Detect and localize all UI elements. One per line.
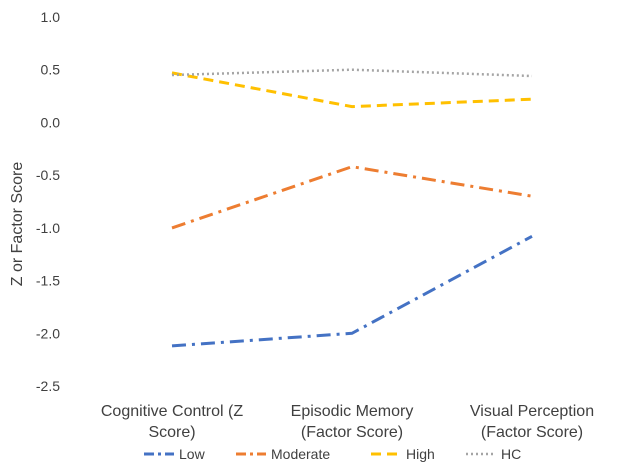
x-tick-label-line: Episodic Memory [291, 403, 414, 420]
x-tick-label-line: Cognitive Control (Z [101, 403, 244, 420]
legend-label-moderate: Moderate [271, 446, 330, 462]
x-tick-labels: Cognitive Control (Z Score) Episodic Memor… [101, 403, 594, 441]
data-point-high [530, 97, 534, 101]
x-tick-label: Episodic Memory (Factor Score) [291, 403, 414, 441]
data-point-hc [170, 73, 174, 77]
legend-label-high: High [406, 446, 435, 462]
legend: Low Moderate High HC [144, 446, 521, 462]
legend-label-hc: HC [501, 446, 521, 462]
y-tick-label: -1.5 [36, 273, 60, 289]
data-point-low [530, 234, 534, 238]
y-tick-label: 0.5 [41, 62, 61, 78]
x-tick-label-line: Visual Perception [470, 403, 594, 420]
y-axis-title: Z or Factor Score [9, 162, 26, 287]
series-line-high [171, 71, 533, 109]
series-line-moderate [171, 165, 533, 230]
data-point-high [350, 105, 354, 109]
x-tick-label-line: (Factor Score) [481, 424, 583, 441]
data-point-moderate [350, 165, 354, 169]
series-line-low [171, 234, 533, 348]
x-tick-label: Cognitive Control (Z Score) [101, 403, 244, 441]
y-tick-label: 0.0 [41, 114, 61, 130]
y-tick-label: 1.0 [41, 9, 61, 25]
x-tick-label-line: Score) [148, 424, 195, 441]
y-tick-label: -2.0 [36, 325, 60, 341]
series-line-hc [171, 68, 533, 78]
data-point-low [170, 344, 174, 348]
y-tick-label: -0.5 [36, 167, 60, 183]
data-point-hc [530, 74, 534, 78]
y-tick-label: -2.5 [36, 378, 60, 394]
legend-label-low: Low [179, 446, 206, 462]
y-tick-labels: 1.0 0.5 0.0 -0.5 -1.0 -1.5 -2.0 -2.5 [36, 9, 60, 394]
x-tick-label-line: (Factor Score) [301, 424, 403, 441]
y-tick-label: -1.0 [36, 220, 60, 236]
x-tick-label: Visual Perception (Factor Score) [470, 403, 594, 441]
data-point-moderate [530, 194, 534, 198]
y-axis-title-group: Z or Factor Score [9, 162, 26, 287]
data-point-hc [350, 68, 354, 72]
series-lines [170, 68, 534, 348]
data-point-moderate [170, 226, 174, 230]
data-point-low [350, 331, 354, 335]
